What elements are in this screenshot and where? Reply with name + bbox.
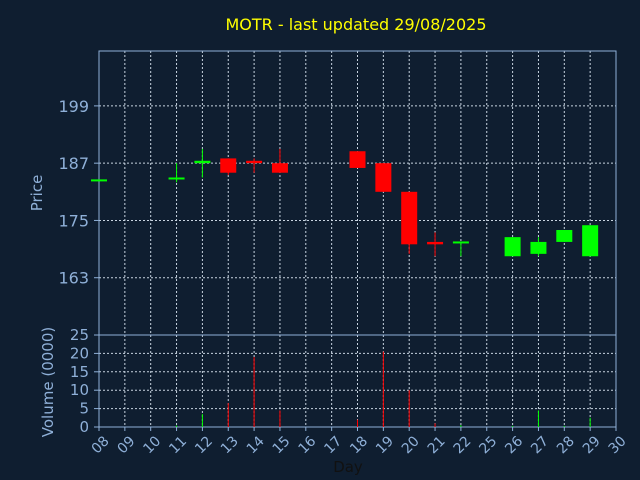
candle-body: [375, 163, 392, 192]
x-tick-label: 08: [89, 433, 113, 457]
volume-axis-label: Volume (0000): [39, 327, 57, 437]
x-tick-label: 20: [399, 433, 423, 457]
x-tick-label: 16: [295, 433, 319, 457]
x-tick-label: 25: [476, 433, 500, 457]
x-tick-label: 19: [373, 433, 397, 457]
x-tick-label: 12: [192, 433, 216, 457]
x-tick-label: 29: [580, 433, 604, 457]
candle-body: [194, 160, 211, 164]
candle-body: [427, 241, 444, 245]
candle-body: [168, 177, 185, 180]
candle-body: [556, 229, 573, 242]
volume-tick-label: 0: [79, 418, 89, 436]
candle-body: [530, 241, 547, 254]
x-tick-label: 09: [115, 433, 139, 457]
price-axis-label: Price: [28, 175, 46, 212]
candles: [91, 148, 599, 257]
chart-title: MOTR - last updated 29/08/2025: [225, 15, 486, 34]
price-tick-label: 163: [58, 269, 89, 288]
x-axis-label: Day: [333, 458, 363, 476]
price-tick-label: 175: [58, 211, 89, 230]
x-tick-label: 21: [425, 433, 449, 457]
price-tick-label: 199: [58, 97, 89, 116]
price-grid: [99, 51, 616, 335]
volume-bars: [176, 351, 591, 427]
volume-tick-label: 15: [70, 363, 89, 381]
x-tick-label: 27: [528, 433, 552, 457]
x-tick-label: 22: [451, 433, 475, 457]
x-tick-label: 17: [321, 433, 345, 457]
candle-body: [452, 241, 469, 244]
price-tick-label: 187: [58, 154, 89, 173]
candle-body: [401, 191, 418, 245]
candle-body: [246, 160, 263, 164]
volume-tick-label: 5: [79, 400, 89, 418]
x-tick-label: 18: [347, 433, 371, 457]
x-tick-label: 15: [270, 433, 294, 457]
x-tick-label: 26: [502, 433, 526, 457]
candle-body: [582, 225, 599, 257]
x-tick-label: 28: [554, 433, 578, 457]
x-tick-label: 13: [218, 433, 242, 457]
candle-body: [271, 163, 288, 173]
x-ticks: 08 09 10 11 12 13 14 15 16 17 18 19 20 21 22 25 26 27 28 29…: [89, 427, 630, 457]
candle-body: [349, 151, 366, 168]
x-tick-label: 30: [606, 433, 630, 457]
x-tick-label: 10: [140, 433, 164, 457]
candle-body: [220, 158, 237, 173]
price-y-ticks: 163 175 187 199: [58, 97, 99, 288]
volume-tick-label: 10: [70, 381, 89, 399]
candle-body: [504, 237, 521, 257]
x-tick-label: 11: [166, 433, 190, 457]
x-tick-label: 14: [244, 433, 268, 457]
volume-tick-label: 25: [70, 326, 89, 344]
candle-body: [91, 179, 107, 182]
volume-tick-label: 20: [70, 344, 89, 362]
